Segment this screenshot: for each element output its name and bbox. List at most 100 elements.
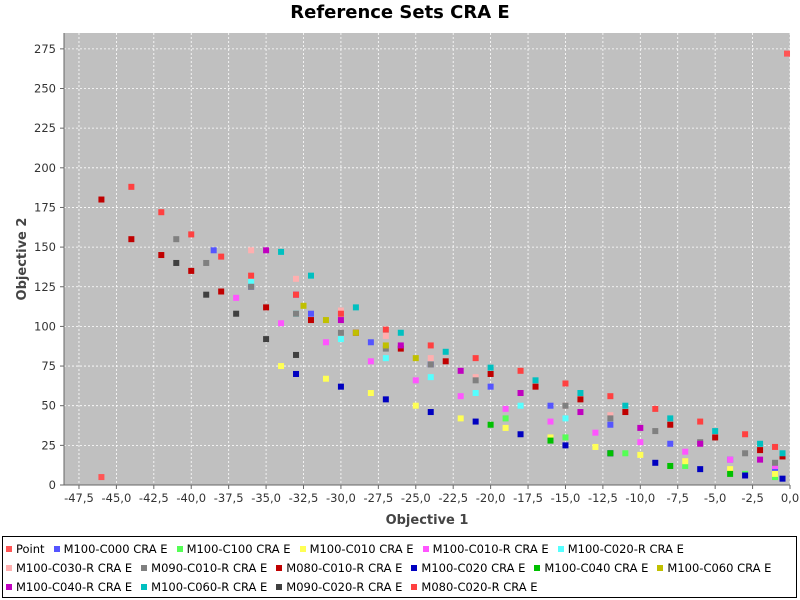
legend-item: Point [6,539,45,558]
data-point [779,453,786,460]
data-point [472,418,479,425]
plot-area [64,33,790,485]
legend-swatch [534,564,541,571]
data-point [427,355,434,362]
data-point [397,342,404,349]
data-point [98,196,105,203]
y-tick-label: 225 [34,121,56,135]
data-point [517,402,524,409]
data-point [367,358,374,365]
data-point [218,253,225,260]
series-m080-c020-r-cra-e [128,183,779,450]
legend-item: M080-C010-R CRA E [276,558,402,577]
data-point [772,462,779,469]
data-point [278,363,285,370]
legend-label: M100-C040-R CRA E [16,579,133,594]
data-point [307,272,314,279]
data-point [772,466,779,473]
data-point [427,342,434,349]
legend-label: M100-C010 CRA E [309,541,414,556]
data-point [173,259,180,266]
y-tick-label: 175 [34,200,56,214]
data-point [158,209,165,216]
data-point [487,383,494,390]
series-m100-c060-cra-e [300,302,419,362]
data-point [697,440,704,447]
data-point [607,450,614,457]
data-point [293,275,300,282]
series-m100-c040-r-cra-e [263,247,764,463]
data-point [427,409,434,416]
legend-swatch [276,564,283,571]
y-tick-label: 275 [34,42,56,56]
data-point [667,421,674,428]
data-point [278,248,285,255]
x-tick-label: -10,0 [625,491,655,505]
data-point [547,418,554,425]
legend-label: M080-C020-R CRA E [421,579,538,594]
data-point [592,429,599,436]
data-point [218,288,225,295]
x-tick-label: -7,5 [667,491,689,505]
legend-swatch [6,583,12,590]
data-point [487,364,494,371]
data-point [622,409,629,416]
legend-swatch [422,545,429,552]
data-point [210,247,217,254]
y-tick-label: 250 [34,82,56,96]
data-point [278,320,285,327]
y-axis-label: Objective 2 [15,218,30,301]
data-point [128,236,135,243]
data-point [382,355,389,362]
x-tick-label: -2,5 [741,491,763,505]
legend-swatch [411,583,418,590]
data-point [622,450,629,457]
data-point [682,448,689,455]
data-point [562,434,569,441]
data-point [263,304,270,311]
data-point [293,370,300,377]
data-point [517,390,524,397]
x-tick-label: -15,0 [551,491,581,505]
data-point [233,310,240,317]
data-point [487,370,494,377]
y-tick-label: 100 [34,319,56,333]
data-point [457,393,464,400]
data-point [203,259,210,266]
series-m080-c010-r-cra-e [98,196,786,460]
x-tick-label: -47,5 [64,491,94,505]
data-point [233,294,240,301]
data-point [293,351,300,358]
legend-item: M100-C060 CRA E [657,558,771,577]
data-point [412,377,419,384]
data-point [517,367,524,374]
data-point [607,421,614,428]
x-tick-label: -30,0 [326,491,356,505]
data-point [652,459,659,466]
data-point [757,456,764,463]
x-tick-label: 0,0 [781,491,799,505]
x-axis-label: Objective 1 [386,513,469,528]
data-point [382,326,389,333]
data-point [367,390,374,397]
data-point [352,329,359,336]
data-point [442,348,449,355]
x-tick-label: -45,0 [102,491,132,505]
y-tick-label: 200 [34,161,56,175]
data-point [547,437,554,444]
legend-swatch [411,564,418,571]
data-point [300,302,307,309]
x-tick-label: -35,0 [251,491,281,505]
data-point [652,428,659,435]
legend-label: M090-C020-R CRA E [286,579,403,594]
data-point [128,183,135,190]
data-point [622,402,629,409]
data-point [382,345,389,352]
data-point [248,283,255,290]
x-tick-label: -27,5 [363,491,393,505]
y-tick-label: 25 [41,438,56,452]
data-point [502,405,509,412]
legend-item: M090-C010-R CRA E [141,558,267,577]
data-point [397,345,404,352]
data-point [712,434,719,441]
